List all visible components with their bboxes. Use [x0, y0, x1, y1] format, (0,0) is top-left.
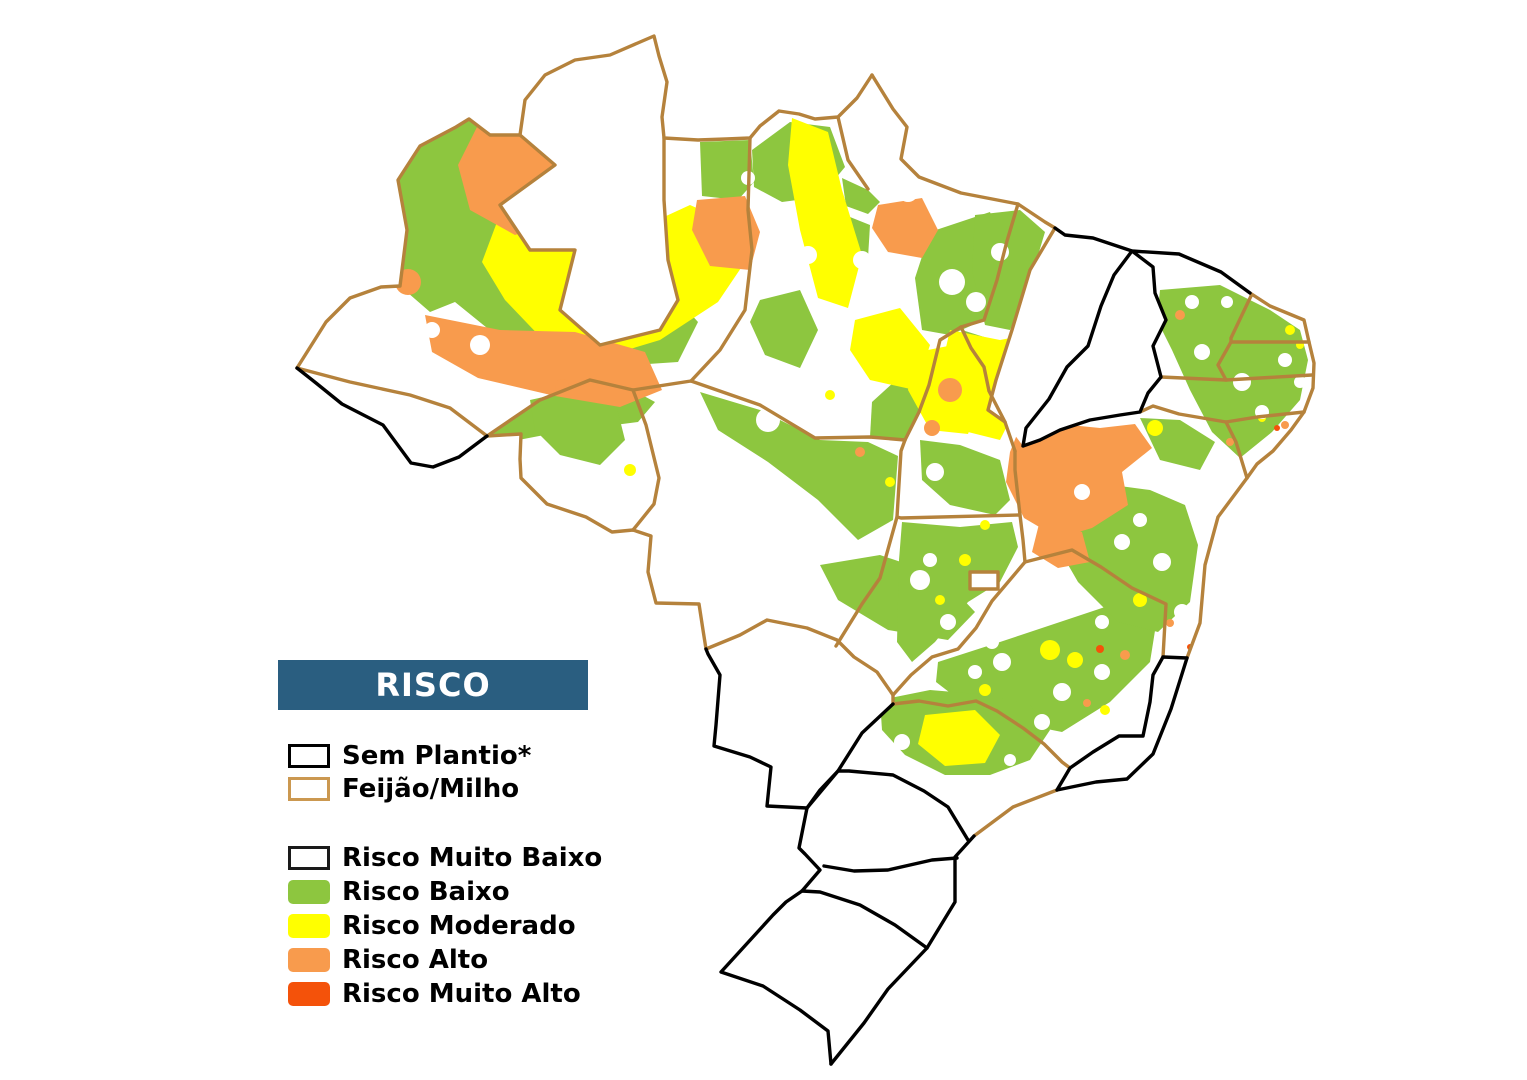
states-rio-espirito-santo-shape [1057, 657, 1187, 790]
legend-title-banner: RISCO [278, 660, 588, 710]
legend-item-risco-baixo: Risco Baixo [288, 877, 602, 907]
legend-item-risco-muito-alto: Risco Muito Alto [288, 979, 602, 1009]
legend-label-risco-baixo: Risco Baixo [342, 877, 510, 907]
unplanted-state-fills [297, 36, 1187, 1064]
legend-label-risco-alto: Risco Alto [342, 945, 489, 975]
legend-item-sem-plantio: Sem Plantio* [288, 741, 532, 771]
maranhao-east-shape [988, 228, 1132, 446]
legend-label-feijao-milho: Feijão/Milho [342, 774, 520, 804]
legend-item-risco-alto: Risco Alto [288, 945, 602, 975]
legend-label-risco-muito-baixo: Risco Muito Baixo [342, 843, 603, 873]
legend-label-sem-plantio: Sem Plantio* [342, 741, 532, 771]
legend-label-risco-moderado: Risco Moderado [342, 911, 576, 941]
legend-swatch-risco-muito-baixo [288, 846, 330, 870]
state-roraima-shape [500, 36, 678, 345]
states-south-shape [721, 771, 974, 1064]
unplanted-borders-black [295, 226, 1252, 1066]
state-acre-shape [297, 368, 487, 467]
legend-swatch-feijao-milho [288, 777, 330, 801]
legend-item-feijao-milho: Feijão/Milho [288, 774, 531, 804]
risk-patches-very-low-speckles [355, 167, 1306, 766]
state-piaui-shape [1023, 251, 1166, 446]
legend-swatch-risco-baixo [288, 880, 330, 904]
state-mato-grosso-do-sul-shape [706, 620, 893, 808]
legend-swatch-risco-moderado [288, 914, 330, 938]
legend-label-risco-muito-alto: Risco Muito Alto [342, 979, 581, 1009]
legend-title: RISCO [375, 666, 491, 704]
legend-swatch-risco-muito-alto [288, 982, 330, 1006]
legend-swatch-sem-plantio [288, 744, 330, 768]
legend-swatch-risco-alto [288, 948, 330, 972]
legend-item-risco-moderado: Risco Moderado [288, 911, 602, 941]
planted-borders-tan [295, 34, 1316, 838]
legend-risk-group: Risco Muito Baixo Risco Baixo Risco Modera… [288, 843, 603, 1009]
legend-item-risco-muito-baixo: Risco Muito Baixo [288, 843, 603, 873]
legend-boundary-group: Sem Plantio* Feijão/Milho [288, 741, 532, 804]
